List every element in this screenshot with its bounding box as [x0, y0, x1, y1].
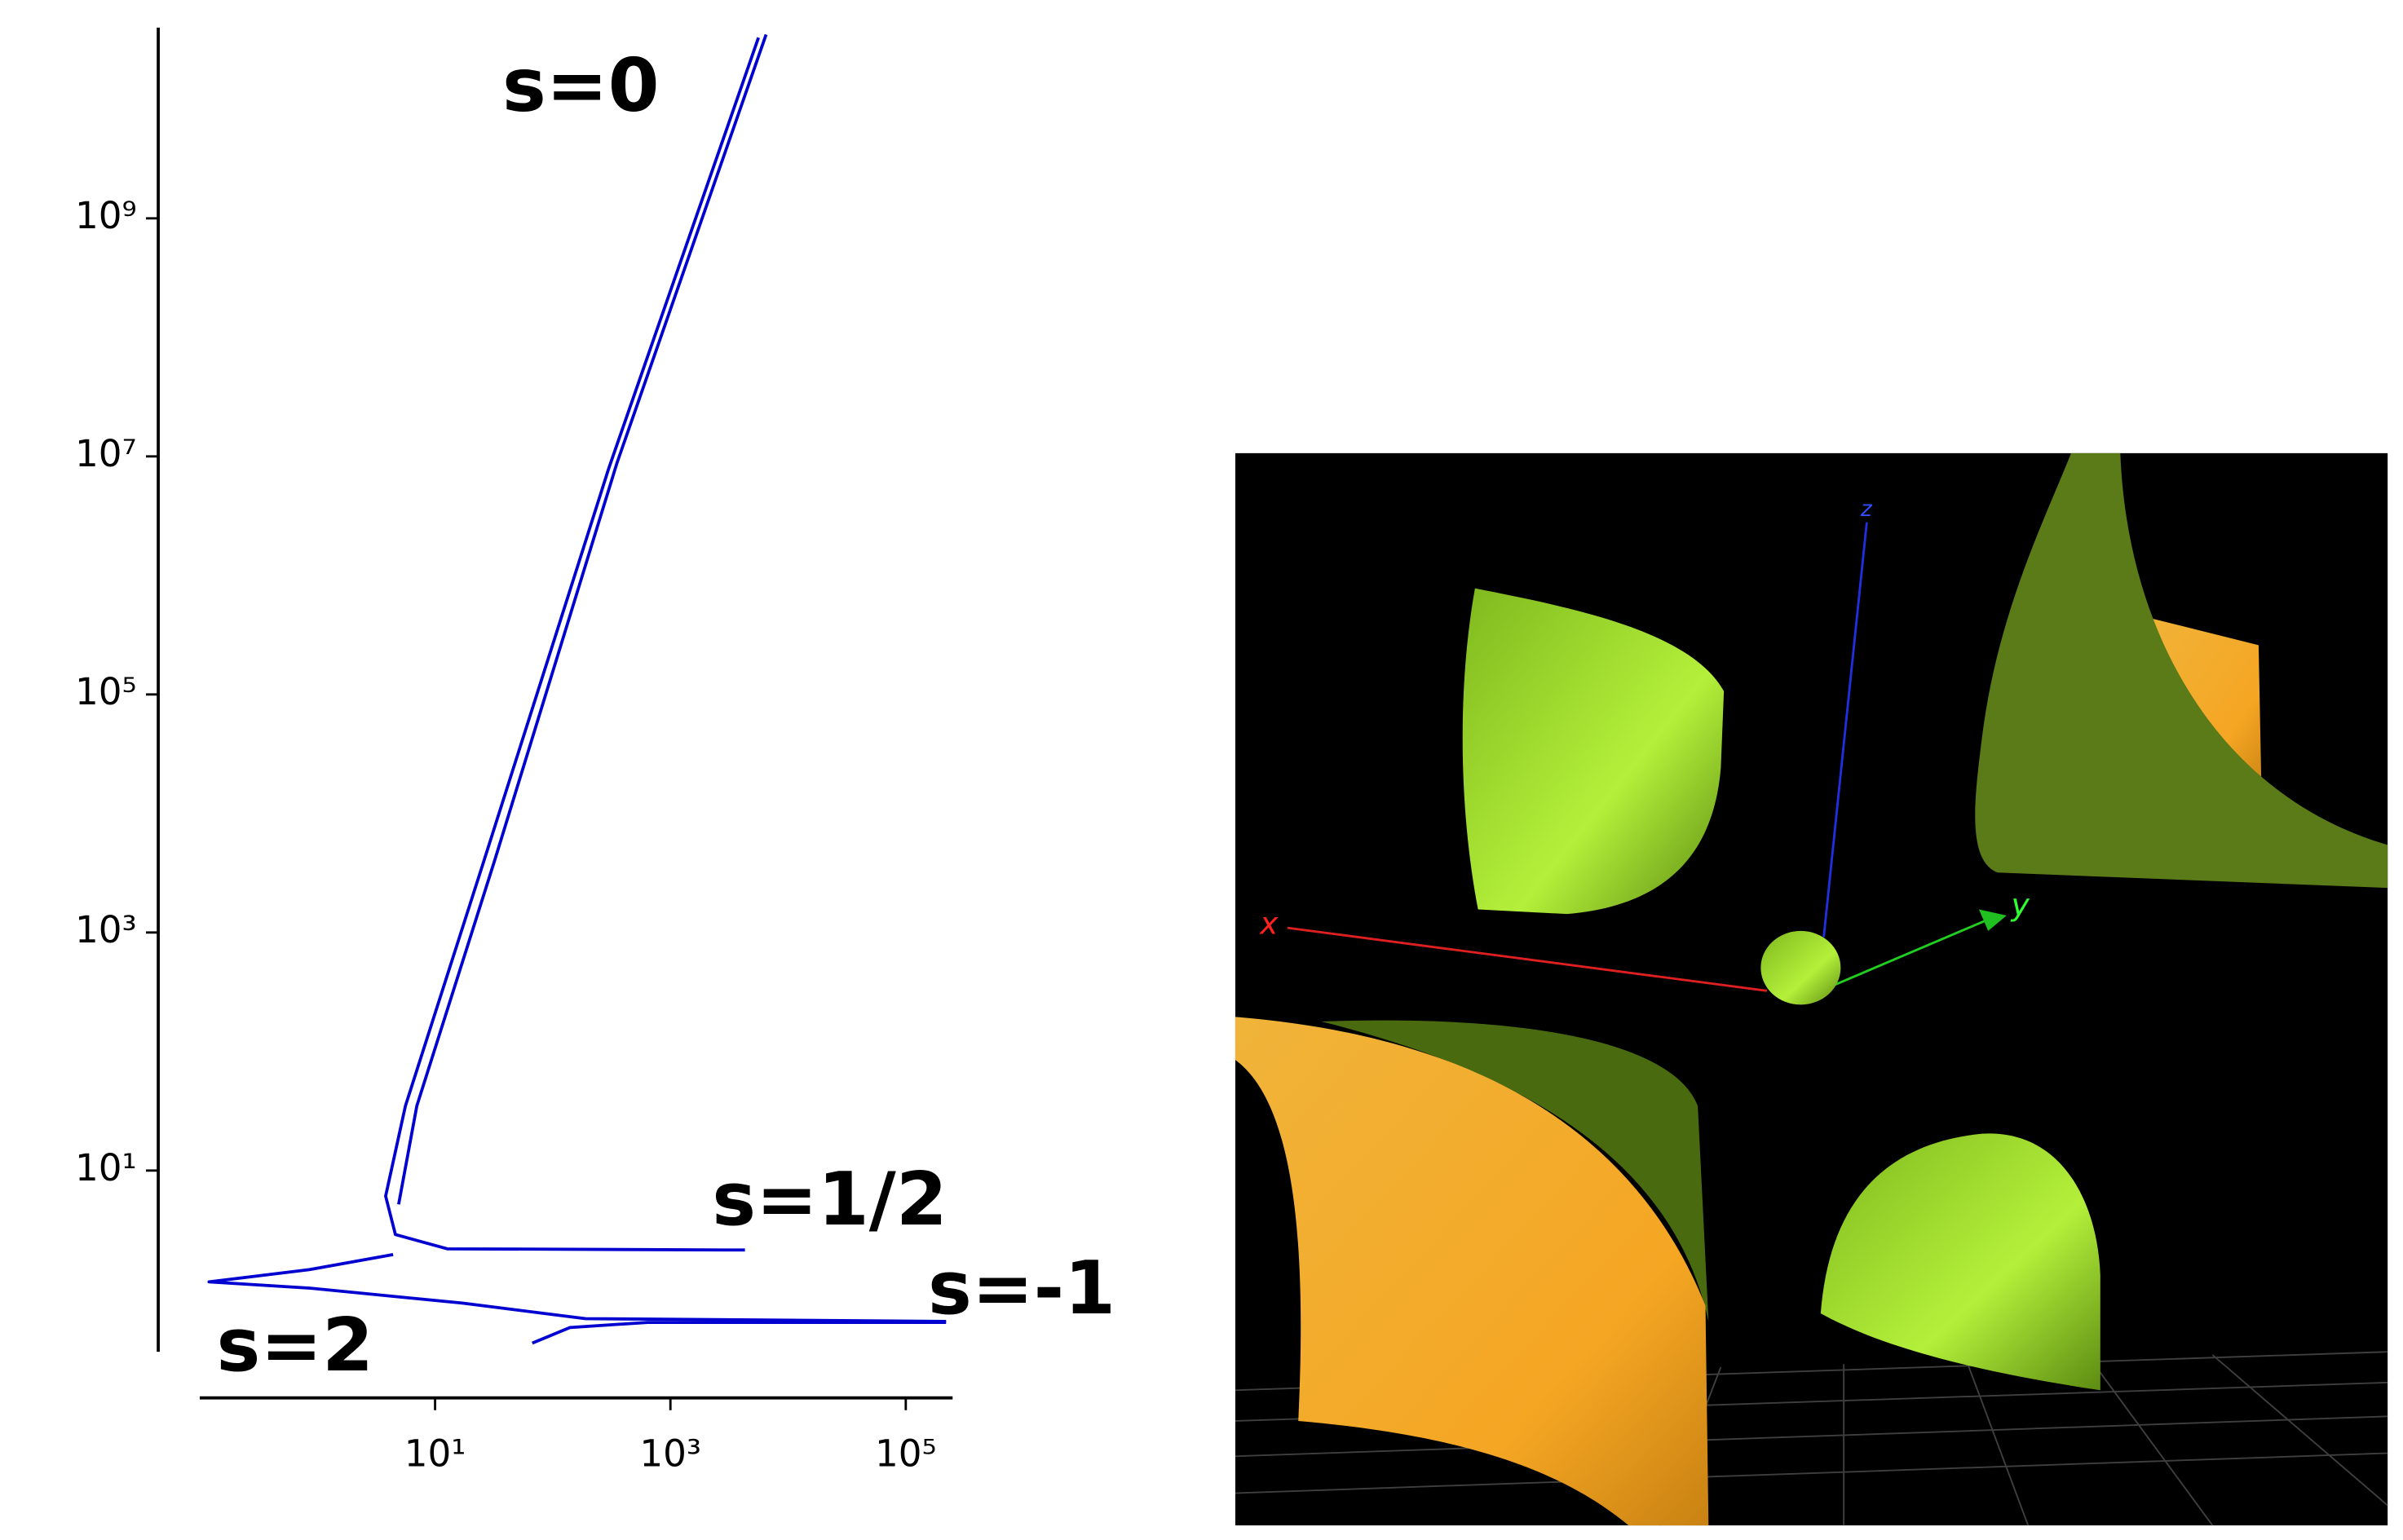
axis-label: x	[1259, 906, 1279, 942]
x-tick-label: 10¹	[404, 1432, 466, 1475]
orange-surface	[1235, 1017, 1709, 1526]
center-blob	[1760, 930, 1841, 1005]
series-label: s=0	[502, 43, 660, 129]
green-surface	[1321, 1020, 1709, 1322]
z-axis-arrow	[1822, 522, 1868, 938]
y-tick-label: 10¹	[75, 1146, 137, 1189]
series-line	[532, 1321, 947, 1345]
x-axis-arrow	[1287, 926, 1768, 992]
x-tick-label: 10⁵	[875, 1432, 937, 1475]
series-line	[207, 1252, 947, 1323]
y-tick-label: 10⁵	[75, 670, 137, 713]
axis-label: y	[2011, 887, 2030, 923]
y-tick-label: 10⁷	[75, 432, 137, 475]
series-label: s=2	[217, 1303, 374, 1388]
y-tick-label: 10⁹	[75, 194, 137, 237]
series-line	[397, 33, 768, 1205]
arrow-head	[1978, 909, 2007, 931]
series-label: s=-1	[928, 1246, 1115, 1331]
axis-label: z	[1860, 497, 1873, 522]
series-line	[384, 37, 760, 1252]
green-surface	[1462, 588, 1725, 915]
3d-scene: x y z	[1235, 452, 2388, 1526]
y-axis-arrow	[1820, 914, 1999, 992]
y-tick-label: 10³	[75, 908, 137, 951]
x-tick-label: 10³	[639, 1432, 701, 1475]
green-surface	[1820, 1133, 2100, 1391]
series-label: s=1/2	[712, 1157, 948, 1242]
green-surface	[1975, 452, 2388, 889]
